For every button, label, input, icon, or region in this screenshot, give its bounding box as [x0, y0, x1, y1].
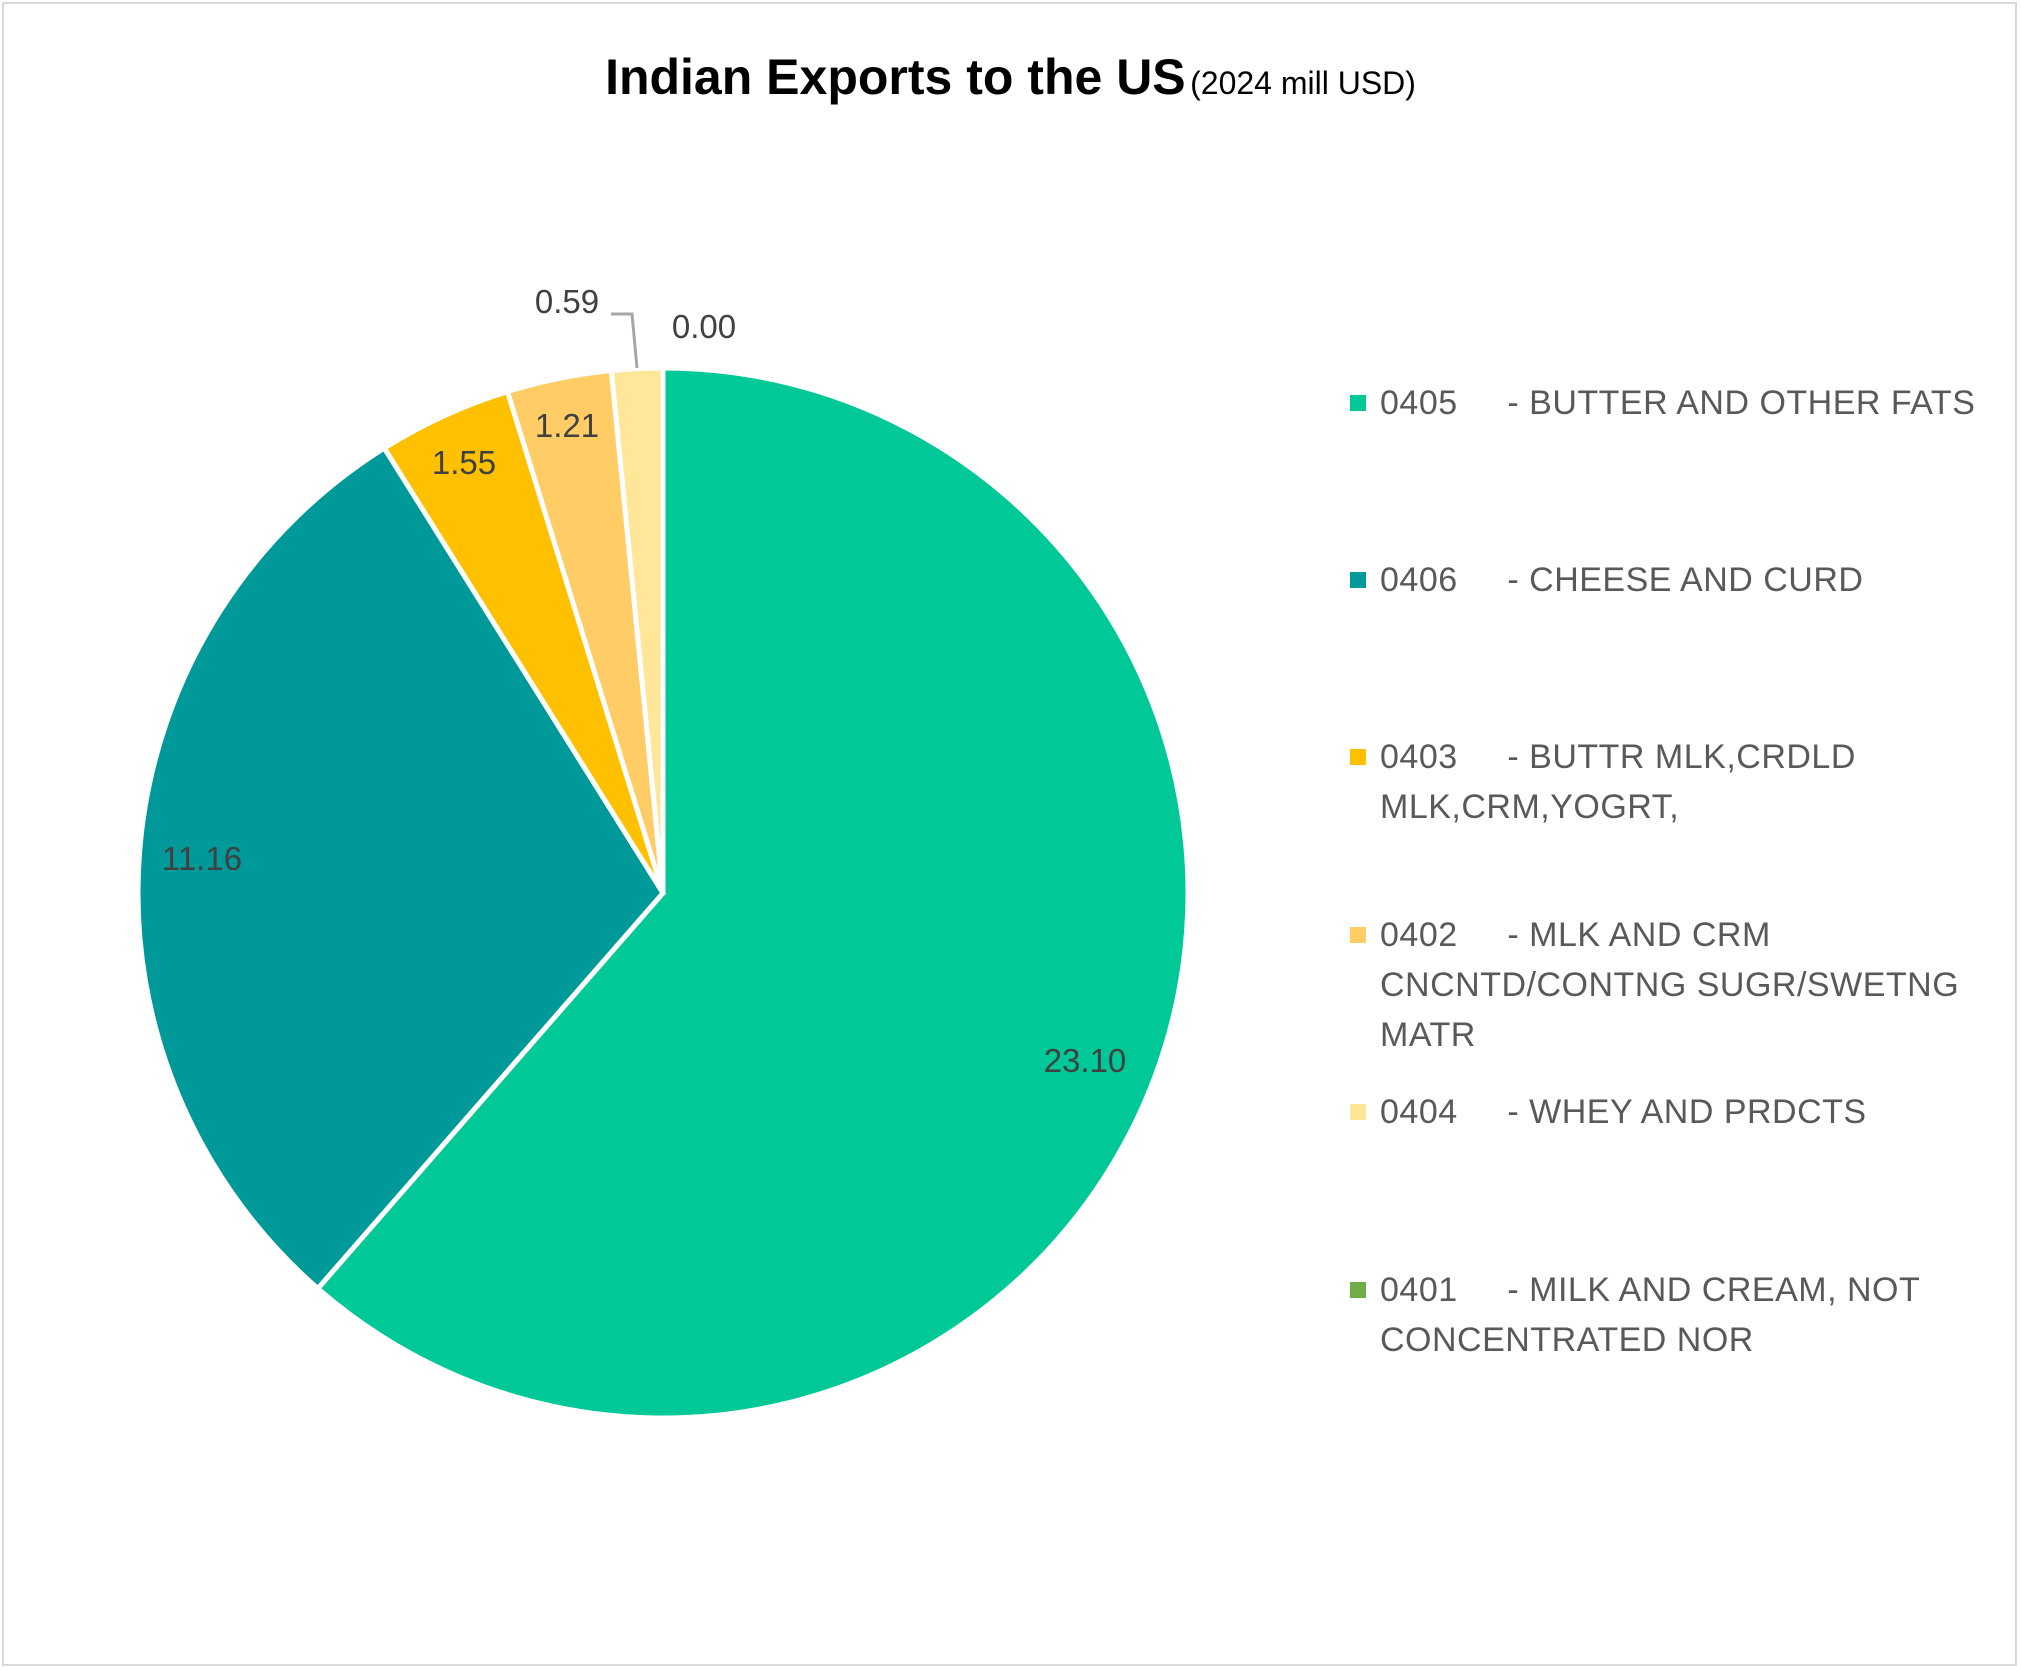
legend-item: 0401 - MILK AND CREAM, NOT CONCENTRATED …	[1350, 1265, 1980, 1365]
pie-slice-0	[314, 365, 1191, 1421]
legend-label: 0406 - CHEESE AND CURD	[1380, 561, 1864, 599]
legend-swatch	[1350, 1104, 1366, 1120]
data-label-4: 0.59	[535, 283, 599, 320]
legend-swatch	[1350, 1282, 1366, 1298]
legend-swatch	[1350, 927, 1366, 943]
legend-label: 0402 - MLK AND CRM CNCNTD/CONTNG SUGR/SW…	[1380, 916, 1970, 1054]
legend-swatch	[1350, 749, 1366, 765]
data-label-1: 11.16	[162, 840, 242, 877]
legend-label: 0404 - WHEY AND PRDCTS	[1380, 1093, 1867, 1131]
legend-item: 0405 - BUTTER AND OTHER FATS	[1350, 378, 1980, 428]
legend-item: 0402 - MLK AND CRM CNCNTD/CONTNG SUGR/SW…	[1350, 910, 1980, 1060]
legend-item: 0404 - WHEY AND PRDCTS	[1350, 1087, 1980, 1137]
chart-title-main: Indian Exports to the US	[605, 49, 1186, 105]
data-label-2: 1.55	[432, 444, 496, 481]
leader-line	[611, 312, 639, 369]
legend-item: 0403 - BUTTR MLK,CRDLD MLK,CRM,YOGRT,	[1350, 732, 1980, 832]
legend-item: 0406 - CHEESE AND CURD	[1350, 555, 1980, 605]
data-label-3: 1.21	[535, 407, 599, 444]
legend-label: 0405 - BUTTER AND OTHER FATS	[1380, 384, 1976, 422]
pie-slice-4	[608, 365, 666, 894]
legend-label: 0403 - BUTTR MLK,CRDLD MLK,CRM,YOGRT,	[1380, 738, 1866, 826]
chart-title: Indian Exports to the US (2024 mill USD)	[0, 48, 2021, 106]
chart-subtitle: (2024 mill USD)	[1190, 65, 1416, 101]
data-label-5: 0.00	[672, 308, 736, 345]
data-label-0: 23.10	[1044, 1042, 1127, 1079]
pie-slice-1	[135, 444, 667, 1293]
legend-swatch	[1350, 572, 1366, 588]
legend-swatch	[1350, 395, 1366, 411]
legend-label: 0401 - MILK AND CREAM, NOT CONCENTRATED …	[1380, 1271, 1930, 1359]
